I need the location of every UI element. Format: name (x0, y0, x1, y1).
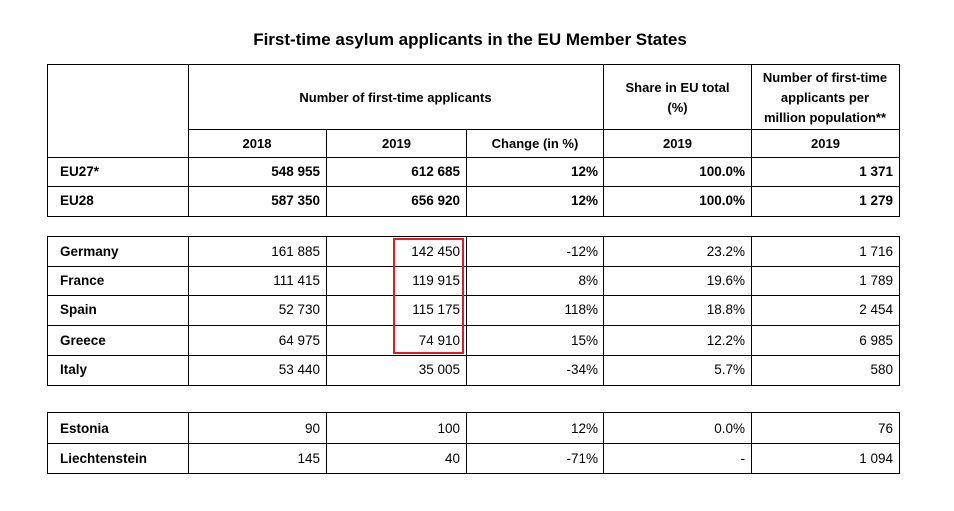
cell-per-million: 1 371 (859, 164, 893, 179)
cell-2019: 612 685 (411, 164, 460, 179)
header-per-million-line1: Number of first-time (762, 70, 888, 85)
cell-per-million: 6 985 (859, 333, 893, 348)
cell-2018: 161 885 (271, 244, 320, 259)
cell-share: 18.8% (706, 302, 745, 317)
row-label: Spain (60, 302, 97, 317)
cell-share: 100.0% (699, 193, 745, 208)
cell-per-million: 76 (877, 421, 893, 436)
cell-2018: 548 955 (271, 164, 320, 179)
cell-per-million: 1 789 (859, 273, 893, 288)
cell-2018: 64 975 (278, 333, 320, 348)
cell-per-million: 1 279 (859, 193, 893, 208)
row-label: Liechtenstein (60, 451, 148, 466)
cell-share: 0.0% (714, 421, 745, 436)
cell-2018: 587 350 (271, 193, 320, 208)
cell-2019: 142 450 (411, 244, 460, 259)
cell-2018: 53 440 (278, 362, 320, 377)
header-per-million-line3: million population** (763, 110, 887, 125)
header-share: Share in EU total (%) (604, 78, 751, 118)
row-label: Greece (60, 333, 106, 348)
header-2019: 2019 (382, 136, 411, 151)
cell-per-million: 580 (870, 362, 893, 377)
header-per-million-line2: applicants per (780, 90, 870, 105)
row-label: France (60, 273, 105, 288)
cell-2018: 145 (297, 451, 320, 466)
cell-2019: 74 910 (418, 333, 460, 348)
cell-2019: 656 920 (411, 193, 460, 208)
cell-change: -12% (566, 244, 598, 259)
header-share-line1: Share in EU total (625, 80, 730, 95)
cell-share: 23.2% (706, 244, 745, 259)
header-applicants-group: Number of first-time applicants (299, 90, 492, 105)
cell-share: - (740, 451, 746, 466)
cell-change: -34% (566, 362, 598, 377)
header-per-million: Number of first-time applicants per mill… (750, 68, 900, 128)
row-label: Italy (60, 362, 88, 377)
table-title: First-time asylum applicants in the EU M… (253, 30, 687, 49)
cell-2019: 100 (437, 421, 460, 436)
header-per-million-year: 2019 (811, 136, 840, 151)
cell-2019: 35 005 (418, 362, 460, 377)
row-label: Germany (60, 244, 119, 259)
header-share-line2: (%) (667, 100, 688, 115)
cell-per-million: 2 454 (859, 302, 893, 317)
cell-2019: 40 (444, 451, 460, 466)
highlight-box (393, 238, 464, 354)
cell-change: -71% (566, 451, 598, 466)
row-label: Estonia (60, 421, 109, 436)
cell-change: 12% (570, 421, 598, 436)
cell-share: 5.7% (714, 362, 745, 377)
header-change: Change (in %) (491, 136, 579, 151)
row-label: EU28 (60, 193, 94, 208)
cell-share: 100.0% (699, 164, 745, 179)
cell-2018: 52 730 (278, 302, 320, 317)
cell-share: 19.6% (706, 273, 745, 288)
cell-2019: 119 915 (412, 273, 460, 288)
header-share-year: 2019 (663, 136, 692, 151)
cell-2018: 111 415 (273, 273, 320, 288)
cell-change: 8% (578, 273, 598, 288)
cell-per-million: 1 716 (859, 244, 893, 259)
cell-share: 12.2% (706, 333, 745, 348)
cell-2018: 90 (304, 421, 320, 436)
cell-change: 118% (564, 302, 598, 317)
header-2018: 2018 (242, 136, 272, 151)
cell-change: 12% (570, 193, 598, 208)
cell-change: 12% (570, 164, 598, 179)
row-label: EU27* (60, 164, 100, 179)
cell-per-million: 1 094 (859, 451, 893, 466)
cell-change: 15% (570, 333, 598, 348)
cell-2019: 115 175 (412, 302, 460, 317)
